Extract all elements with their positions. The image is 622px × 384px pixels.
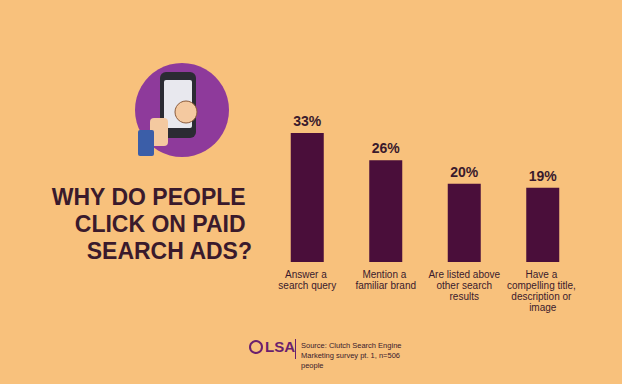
svg-text:26%: 26% xyxy=(372,140,401,156)
svg-text:Are listed above: Are listed above xyxy=(428,269,500,280)
svg-text:33%: 33% xyxy=(293,113,322,129)
svg-text:other search: other search xyxy=(434,280,495,291)
svg-text:results: results xyxy=(450,291,479,302)
svg-text:Have a: Have a xyxy=(526,269,560,280)
svg-text:image: image xyxy=(529,302,557,313)
svg-text:description or: description or xyxy=(511,291,574,302)
svg-text:Marketing survey pt. 1, n=506: Marketing survey pt. 1, n=506 xyxy=(301,351,402,360)
svg-text:compelling title,: compelling title, xyxy=(507,280,579,291)
svg-text:Source: Clutch Search Engine: Source: Clutch Search Engine xyxy=(301,341,404,350)
svg-text:CLICK ON PAID: CLICK ON PAID xyxy=(75,211,252,237)
svg-text:Answer a: Answer a xyxy=(285,269,329,280)
svg-text:search query: search query xyxy=(278,280,336,291)
svg-text:19%: 19% xyxy=(529,168,558,184)
svg-text:LSA: LSA xyxy=(265,338,295,355)
svg-text:SEARCH ADS?: SEARCH ADS? xyxy=(87,238,252,264)
svg-text:WHY DO PEOPLE: WHY DO PEOPLE xyxy=(52,184,252,210)
svg-text:20%: 20% xyxy=(450,164,479,180)
svg-text:people: people xyxy=(301,361,324,370)
svg-text:Mention a: Mention a xyxy=(362,269,409,280)
svg-text:familiar brand: familiar brand xyxy=(355,280,416,291)
